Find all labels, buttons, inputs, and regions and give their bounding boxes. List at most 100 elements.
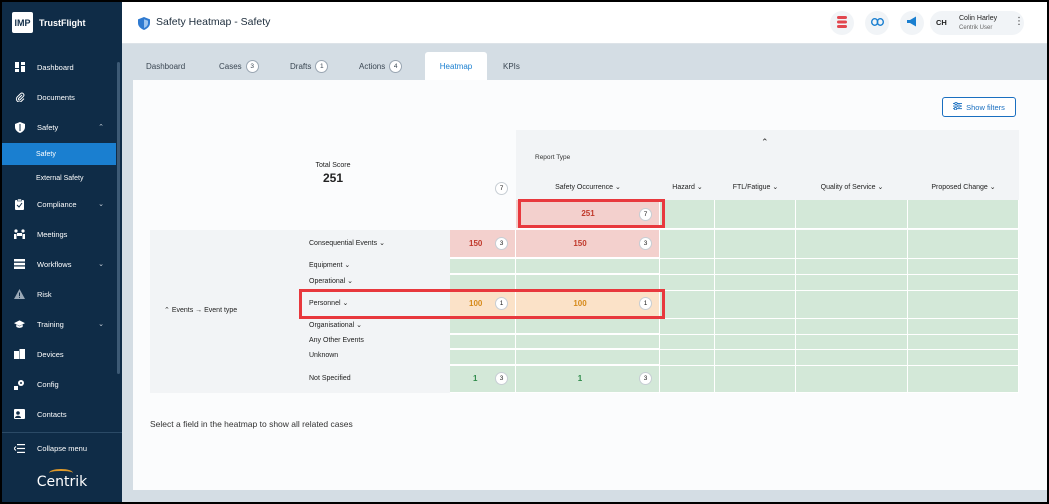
sidebar-item-label: Workflows — [37, 259, 72, 269]
column-header-safety-occurrence[interactable]: Safety Occurrence ⌄ — [516, 183, 660, 191]
heat-column-hazard[interactable] — [660, 230, 715, 393]
shield-icon — [138, 17, 150, 30]
tab-heatmap[interactable]: Heatmap — [425, 52, 487, 80]
tab-dashboard[interactable]: Dashboard — [134, 52, 197, 80]
collapse-columns-chevron-icon[interactable]: ⌃ — [761, 137, 769, 147]
tab-label: Actions — [359, 61, 386, 71]
row-label-equipment[interactable]: Equipment ⌄ — [309, 261, 350, 269]
chevron-down-icon: ⌄ — [877, 184, 884, 191]
sidebar: IMP TrustFlight Dashboard Documents Safe… — [2, 2, 122, 502]
heat-cell-safety-occurrence[interactable] — [516, 274, 660, 290]
chevron-down-icon: ⌄ — [772, 184, 779, 191]
sidebar-item-risk[interactable]: Risk — [2, 283, 116, 305]
collapse-menu-button[interactable]: Collapse menu — [2, 437, 116, 459]
heat-cell-row-total[interactable] — [450, 258, 516, 274]
sidebar-item-label: Risk — [37, 289, 52, 299]
page-title-main: Safety Heatmap — [156, 16, 232, 28]
heat-cell-row-total[interactable] — [450, 334, 516, 349]
stack-button[interactable] — [830, 11, 854, 35]
row-label-text: Organisational — [309, 322, 355, 329]
heat-cell-safety-occurrence[interactable] — [516, 258, 660, 274]
announcement-button[interactable] — [900, 11, 924, 35]
heat-cell-count-badge: 7 — [639, 208, 652, 221]
heat-cell-row-total[interactable] — [450, 274, 516, 290]
grid-line — [450, 349, 1019, 350]
sidebar-item-label: Training — [37, 319, 64, 329]
sidebar-scrollbar[interactable] — [117, 62, 120, 374]
sidebar-subitem-external-safety[interactable]: External Safety — [2, 167, 116, 189]
column-header-ftl-fatigue[interactable]: FTL/Fatigue ⌄ — [715, 183, 796, 191]
heat-cell-total-hazard[interactable] — [660, 200, 715, 229]
link-button[interactable] — [865, 11, 889, 35]
tab-drafts[interactable]: Drafts 1 — [278, 52, 340, 80]
total-score-label: Total Score — [315, 162, 351, 169]
tab-label: Dashboard — [146, 61, 186, 71]
page-title-separator: - — [231, 16, 241, 28]
sidebar-item-training[interactable]: Training ⌄ — [2, 313, 116, 335]
heat-cell-safety-occurrence[interactable] — [516, 365, 660, 393]
heat-column-proposed-change[interactable] — [908, 230, 1019, 393]
sidebar-item-label: Safety — [37, 122, 59, 132]
sidebar-item-safety[interactable]: Safety ⌃ — [2, 116, 116, 138]
column-header-quality-of-service[interactable]: Quality of Service ⌄ — [796, 183, 908, 191]
page-title: Safety Heatmap - Safety — [156, 16, 270, 28]
heat-cell-total-proposed-change[interactable] — [908, 200, 1019, 229]
show-filters-button[interactable]: Show filters — [942, 97, 1016, 117]
collapse-menu-label: Collapse menu — [37, 443, 88, 453]
show-filters-label: Show filters — [966, 102, 1005, 112]
chevron-down-icon: ⌄ — [98, 201, 104, 208]
sidebar-subitem-safety[interactable]: Safety — [2, 143, 116, 165]
heat-cell-row-total[interactable] — [450, 349, 516, 365]
row-label-organisational[interactable]: Organisational ⌄ — [309, 321, 362, 329]
warning-icon — [14, 289, 25, 300]
heat-cell-total-quality-of-service[interactable] — [796, 200, 908, 229]
heat-cell-count-badge: 3 — [495, 372, 508, 385]
heat-column-ftl-fatigue[interactable] — [715, 230, 796, 393]
row-label-personnel[interactable]: Personnel ⌄ — [309, 299, 348, 307]
heat-cell-total-ftl-fatigue[interactable] — [715, 200, 796, 229]
sidebar-item-workflows[interactable]: Workflows ⌄ — [2, 253, 116, 275]
heat-cell-value: 150 — [469, 239, 483, 248]
heat-cell-safety-occurrence[interactable] — [516, 349, 660, 365]
heat-cell-safety-occurrence[interactable] — [516, 230, 660, 258]
tab-kpis[interactable]: KPIs — [491, 52, 532, 80]
tab-cases[interactable]: Cases 3 — [207, 52, 271, 80]
heat-cell-total-safety-occurrence[interactable] — [516, 200, 660, 229]
sidebar-item-compliance[interactable]: Compliance ⌄ — [2, 193, 116, 215]
heat-column-quality-of-service[interactable] — [796, 230, 908, 393]
row-label-unknown[interactable]: Unknown — [309, 352, 338, 359]
user-menu[interactable]: CH Colin Harley Centrik User ⋮ — [930, 11, 1024, 35]
sidebar-item-dashboard[interactable]: Dashboard — [2, 56, 116, 78]
collapse-icon — [14, 443, 25, 454]
heat-cell-safety-occurrence[interactable] — [516, 334, 660, 349]
heat-cell-count-badge: 3 — [639, 372, 652, 385]
grid-line — [450, 334, 1019, 335]
tab-actions[interactable]: Actions 4 — [347, 52, 414, 80]
row-group-toggle[interactable]: ⌃ Events → Event type — [164, 306, 237, 314]
row-label-text: Personnel — [309, 300, 341, 307]
config-icon — [14, 379, 25, 390]
sidebar-item-contacts[interactable]: Contacts — [2, 403, 116, 425]
heat-cell-safety-occurrence[interactable] — [516, 318, 660, 334]
more-vertical-icon[interactable]: ⋮ — [1014, 16, 1024, 27]
heat-cell-row-total[interactable] — [450, 318, 516, 334]
column-header-hazard[interactable]: Hazard ⌄ — [660, 183, 715, 191]
sidebar-subitem-label: Safety — [36, 150, 56, 158]
graduation-cap-icon — [14, 319, 25, 330]
column-label: Quality of Service — [820, 184, 876, 191]
brand[interactable]: IMP TrustFlight — [12, 12, 86, 33]
centrik-logo: Centrik — [2, 469, 122, 490]
row-label-not-specified[interactable]: Not Specified — [309, 375, 351, 382]
sidebar-item-config[interactable]: Config — [2, 373, 116, 395]
row-label-operational[interactable]: Operational ⌄ — [309, 277, 353, 285]
row-label-any-other-events[interactable]: Any Other Events — [309, 337, 364, 344]
heat-cell-count-badge: 3 — [639, 237, 652, 250]
sidebar-item-devices[interactable]: Devices — [2, 343, 116, 365]
sidebar-item-meetings[interactable]: Meetings — [2, 223, 116, 245]
column-header-proposed-change[interactable]: Proposed Change ⌄ — [908, 183, 1019, 191]
sidebar-item-documents[interactable]: Documents — [2, 86, 116, 108]
row-label-consequential-events[interactable]: Consequential Events ⌄ — [309, 239, 385, 247]
user-name: Colin Harley — [959, 15, 998, 22]
centrik-logo-text: Centrik — [36, 474, 88, 490]
heat-cell-value: 150 — [573, 239, 587, 248]
